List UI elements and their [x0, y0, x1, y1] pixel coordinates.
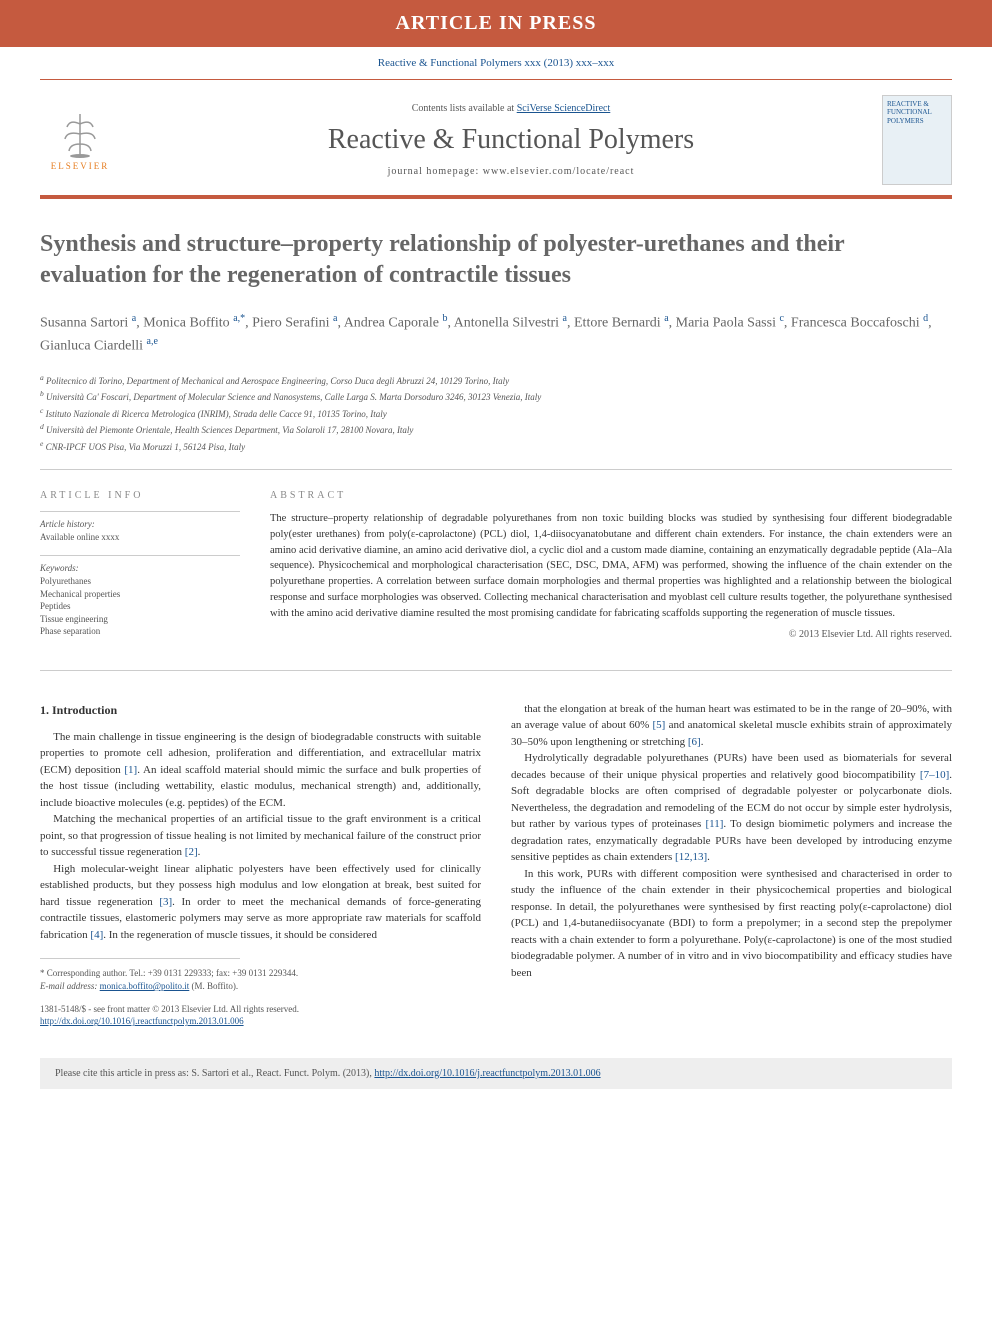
cite-doi-link[interactable]: http://dx.doi.org/10.1016/j.reactfunctpo… — [374, 1068, 600, 1079]
corresponding-line: * Corresponding author. Tel.: +39 0131 2… — [40, 967, 481, 980]
article-history-block: Article history: Available online xxxx — [40, 511, 240, 543]
article-info-head: ARTICLE INFO — [40, 490, 240, 501]
email-name: (M. Boffito). — [192, 981, 239, 991]
journal-title: Reactive & Functional Polymers — [140, 124, 882, 156]
history-text: Available online xxxx — [40, 531, 240, 544]
introduction-heading: 1. Introduction — [40, 701, 481, 719]
journal-reference: Reactive & Functional Polymers xxx (2013… — [40, 47, 952, 80]
abstract-head: ABSTRACT — [270, 490, 952, 501]
journal-cover-thumbnail: REACTIVE & FUNCTIONAL POLYMERS — [882, 95, 952, 185]
authors-list: Susanna Sartori a, Monica Boffito a,*, P… — [40, 311, 952, 356]
journal-homepage: journal homepage: www.elsevier.com/locat… — [140, 166, 882, 177]
left-paragraphs: The main challenge in tissue engineering… — [40, 729, 481, 944]
history-label: Article history: — [40, 518, 240, 531]
keywords-label: Keywords: — [40, 562, 240, 575]
article-info-column: ARTICLE INFO Article history: Available … — [40, 490, 240, 650]
footer-divider — [40, 958, 240, 959]
sciencedirect-link[interactable]: SciVerse ScienceDirect — [517, 103, 611, 114]
affiliations-list: a Politecnico di Torino, Department of M… — [40, 372, 952, 471]
abstract-text: The structure–property relationship of d… — [270, 511, 952, 621]
corresponding-author: * Corresponding author. Tel.: +39 0131 2… — [40, 967, 481, 992]
elsevier-tree-icon — [55, 109, 105, 159]
body-right-column: that the elongation at break of the huma… — [511, 701, 952, 1028]
article-title: Synthesis and structure–property relatio… — [40, 229, 952, 291]
elsevier-label: ELSEVIER — [51, 161, 110, 171]
cite-prefix: Please cite this article in press as: S.… — [55, 1068, 374, 1079]
article-in-press-banner: ARTICLE IN PRESS — [0, 0, 992, 47]
body-columns: 1. Introduction The main challenge in ti… — [40, 701, 952, 1028]
elsevier-logo: ELSEVIER — [40, 100, 120, 180]
email-link[interactable]: monica.boffito@polito.it — [100, 981, 190, 991]
citation-box: Please cite this article in press as: S.… — [40, 1058, 952, 1089]
doi-link[interactable]: http://dx.doi.org/10.1016/j.reactfunctpo… — [40, 1016, 244, 1026]
body-left-column: 1. Introduction The main challenge in ti… — [40, 701, 481, 1028]
journal-header: ELSEVIER Contents lists available at Sci… — [40, 80, 952, 199]
header-center: Contents lists available at SciVerse Sci… — [140, 103, 882, 177]
abstract-column: ABSTRACT The structure–property relation… — [270, 490, 952, 650]
right-paragraphs: that the elongation at break of the huma… — [511, 701, 952, 982]
info-abstract-row: ARTICLE INFO Article history: Available … — [40, 490, 952, 671]
corresponding-email-line: E-mail address: monica.boffito@polito.it… — [40, 980, 481, 993]
email-label: E-mail address: — [40, 981, 97, 991]
abstract-copyright: © 2013 Elsevier Ltd. All rights reserved… — [270, 629, 952, 640]
doi-front-matter: 1381-5148/$ - see front matter © 2013 El… — [40, 1003, 481, 1016]
contents-line: Contents lists available at SciVerse Sci… — [140, 103, 882, 114]
keywords-list: PolyurethanesMechanical propertiesPeptid… — [40, 575, 240, 638]
doi-block: 1381-5148/$ - see front matter © 2013 El… — [40, 1003, 481, 1028]
contents-prefix: Contents lists available at — [412, 103, 517, 114]
main-content: Synthesis and structure–property relatio… — [0, 199, 992, 1038]
keywords-block: Keywords: PolyurethanesMechanical proper… — [40, 555, 240, 638]
